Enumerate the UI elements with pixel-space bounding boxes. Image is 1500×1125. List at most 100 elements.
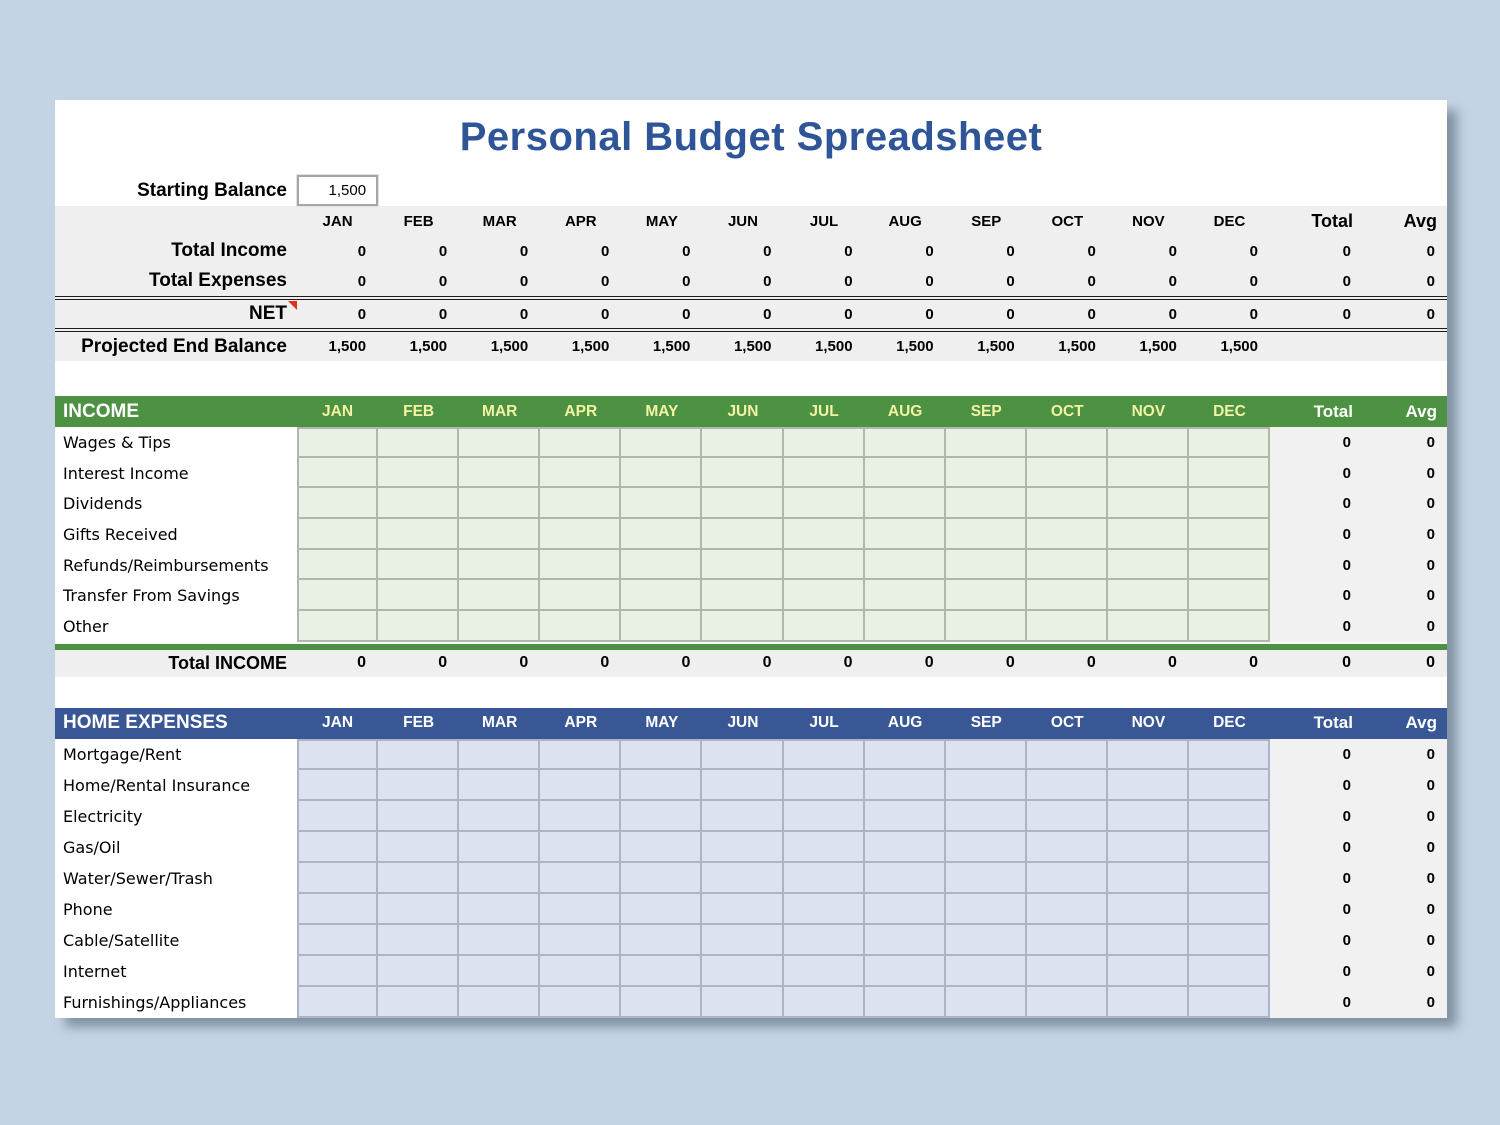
data-cell-jan[interactable]: [297, 549, 379, 581]
data-cell-sep[interactable]: [945, 769, 1027, 801]
data-cell-oct[interactable]: [1026, 488, 1108, 520]
data-cell-nov[interactable]: [1107, 457, 1189, 489]
data-cell-feb[interactable]: [378, 769, 460, 801]
data-cell-sep[interactable]: [945, 955, 1027, 987]
data-cell-jul[interactable]: [783, 580, 865, 612]
data-cell-apr[interactable]: [540, 457, 622, 489]
data-cell-aug[interactable]: [864, 457, 946, 489]
data-cell-dec[interactable]: [1188, 769, 1270, 801]
data-cell-apr[interactable]: [540, 769, 622, 801]
data-cell-sep[interactable]: [945, 924, 1027, 956]
data-cell-jun[interactable]: [702, 488, 784, 520]
data-cell-may[interactable]: [621, 800, 703, 832]
data-cell-jun[interactable]: [702, 769, 784, 801]
data-cell-may[interactable]: [621, 519, 703, 550]
data-cell-mar[interactable]: [459, 893, 541, 925]
data-cell-jun[interactable]: [702, 611, 784, 642]
data-cell-feb[interactable]: [378, 893, 460, 925]
data-cell-jan[interactable]: [297, 738, 379, 770]
data-cell-jan[interactable]: [297, 924, 379, 956]
data-cell-sep[interactable]: [945, 893, 1027, 925]
data-cell-sep[interactable]: [945, 549, 1027, 581]
data-cell-jan[interactable]: [297, 488, 379, 520]
data-cell-jul[interactable]: [783, 611, 865, 642]
data-cell-jul[interactable]: [783, 955, 865, 987]
data-cell-apr[interactable]: [540, 427, 622, 458]
data-cell-sep[interactable]: [945, 831, 1027, 863]
data-cell-jan[interactable]: [297, 457, 379, 489]
data-cell-feb[interactable]: [378, 800, 460, 832]
data-cell-nov[interactable]: [1107, 986, 1189, 1018]
data-cell-apr[interactable]: [540, 549, 622, 581]
data-cell-oct[interactable]: [1026, 862, 1108, 894]
data-cell-feb[interactable]: [378, 986, 460, 1018]
data-cell-nov[interactable]: [1107, 519, 1189, 550]
data-cell-sep[interactable]: [945, 738, 1027, 770]
data-cell-mar[interactable]: [459, 986, 541, 1018]
data-cell-jan[interactable]: [297, 831, 379, 863]
data-cell-aug[interactable]: [864, 519, 946, 550]
data-cell-feb[interactable]: [378, 519, 460, 550]
data-cell-may[interactable]: [621, 488, 703, 520]
data-cell-mar[interactable]: [459, 800, 541, 832]
data-cell-jul[interactable]: [783, 862, 865, 894]
data-cell-jun[interactable]: [702, 457, 784, 489]
data-cell-mar[interactable]: [459, 549, 541, 581]
data-cell-mar[interactable]: [459, 611, 541, 642]
data-cell-oct[interactable]: [1026, 924, 1108, 956]
data-cell-apr[interactable]: [540, 986, 622, 1018]
data-cell-mar[interactable]: [459, 457, 541, 489]
data-cell-jul[interactable]: [783, 427, 865, 458]
data-cell-may[interactable]: [621, 831, 703, 863]
starting-balance-input[interactable]: 1,500: [295, 174, 380, 207]
data-cell-may[interactable]: [621, 549, 703, 581]
data-cell-dec[interactable]: [1188, 427, 1270, 458]
data-cell-dec[interactable]: [1188, 488, 1270, 520]
data-cell-feb[interactable]: [378, 738, 460, 770]
data-cell-aug[interactable]: [864, 800, 946, 832]
data-cell-sep[interactable]: [945, 427, 1027, 458]
data-cell-sep[interactable]: [945, 862, 1027, 894]
data-cell-feb[interactable]: [378, 862, 460, 894]
data-cell-sep[interactable]: [945, 580, 1027, 612]
data-cell-oct[interactable]: [1026, 738, 1108, 770]
data-cell-jan[interactable]: [297, 519, 379, 550]
data-cell-apr[interactable]: [540, 924, 622, 956]
data-cell-dec[interactable]: [1188, 457, 1270, 489]
data-cell-may[interactable]: [621, 611, 703, 642]
data-cell-apr[interactable]: [540, 580, 622, 612]
data-cell-jul[interactable]: [783, 738, 865, 770]
data-cell-nov[interactable]: [1107, 580, 1189, 612]
data-cell-aug[interactable]: [864, 986, 946, 1018]
data-cell-dec[interactable]: [1188, 924, 1270, 956]
data-cell-aug[interactable]: [864, 611, 946, 642]
data-cell-mar[interactable]: [459, 738, 541, 770]
data-cell-jun[interactable]: [702, 427, 784, 458]
data-cell-jan[interactable]: [297, 580, 379, 612]
data-cell-jul[interactable]: [783, 893, 865, 925]
data-cell-jan[interactable]: [297, 427, 379, 458]
data-cell-mar[interactable]: [459, 519, 541, 550]
data-cell-jun[interactable]: [702, 924, 784, 956]
data-cell-feb[interactable]: [378, 924, 460, 956]
data-cell-apr[interactable]: [540, 611, 622, 642]
data-cell-jul[interactable]: [783, 986, 865, 1018]
data-cell-may[interactable]: [621, 427, 703, 458]
data-cell-jan[interactable]: [297, 986, 379, 1018]
data-cell-apr[interactable]: [540, 893, 622, 925]
data-cell-aug[interactable]: [864, 893, 946, 925]
data-cell-jun[interactable]: [702, 831, 784, 863]
data-cell-mar[interactable]: [459, 955, 541, 987]
data-cell-nov[interactable]: [1107, 862, 1189, 894]
data-cell-dec[interactable]: [1188, 893, 1270, 925]
data-cell-oct[interactable]: [1026, 893, 1108, 925]
data-cell-jul[interactable]: [783, 549, 865, 581]
data-cell-nov[interactable]: [1107, 924, 1189, 956]
data-cell-aug[interactable]: [864, 549, 946, 581]
data-cell-aug[interactable]: [864, 924, 946, 956]
data-cell-jun[interactable]: [702, 986, 784, 1018]
data-cell-oct[interactable]: [1026, 580, 1108, 612]
data-cell-feb[interactable]: [378, 831, 460, 863]
data-cell-oct[interactable]: [1026, 611, 1108, 642]
data-cell-aug[interactable]: [864, 831, 946, 863]
